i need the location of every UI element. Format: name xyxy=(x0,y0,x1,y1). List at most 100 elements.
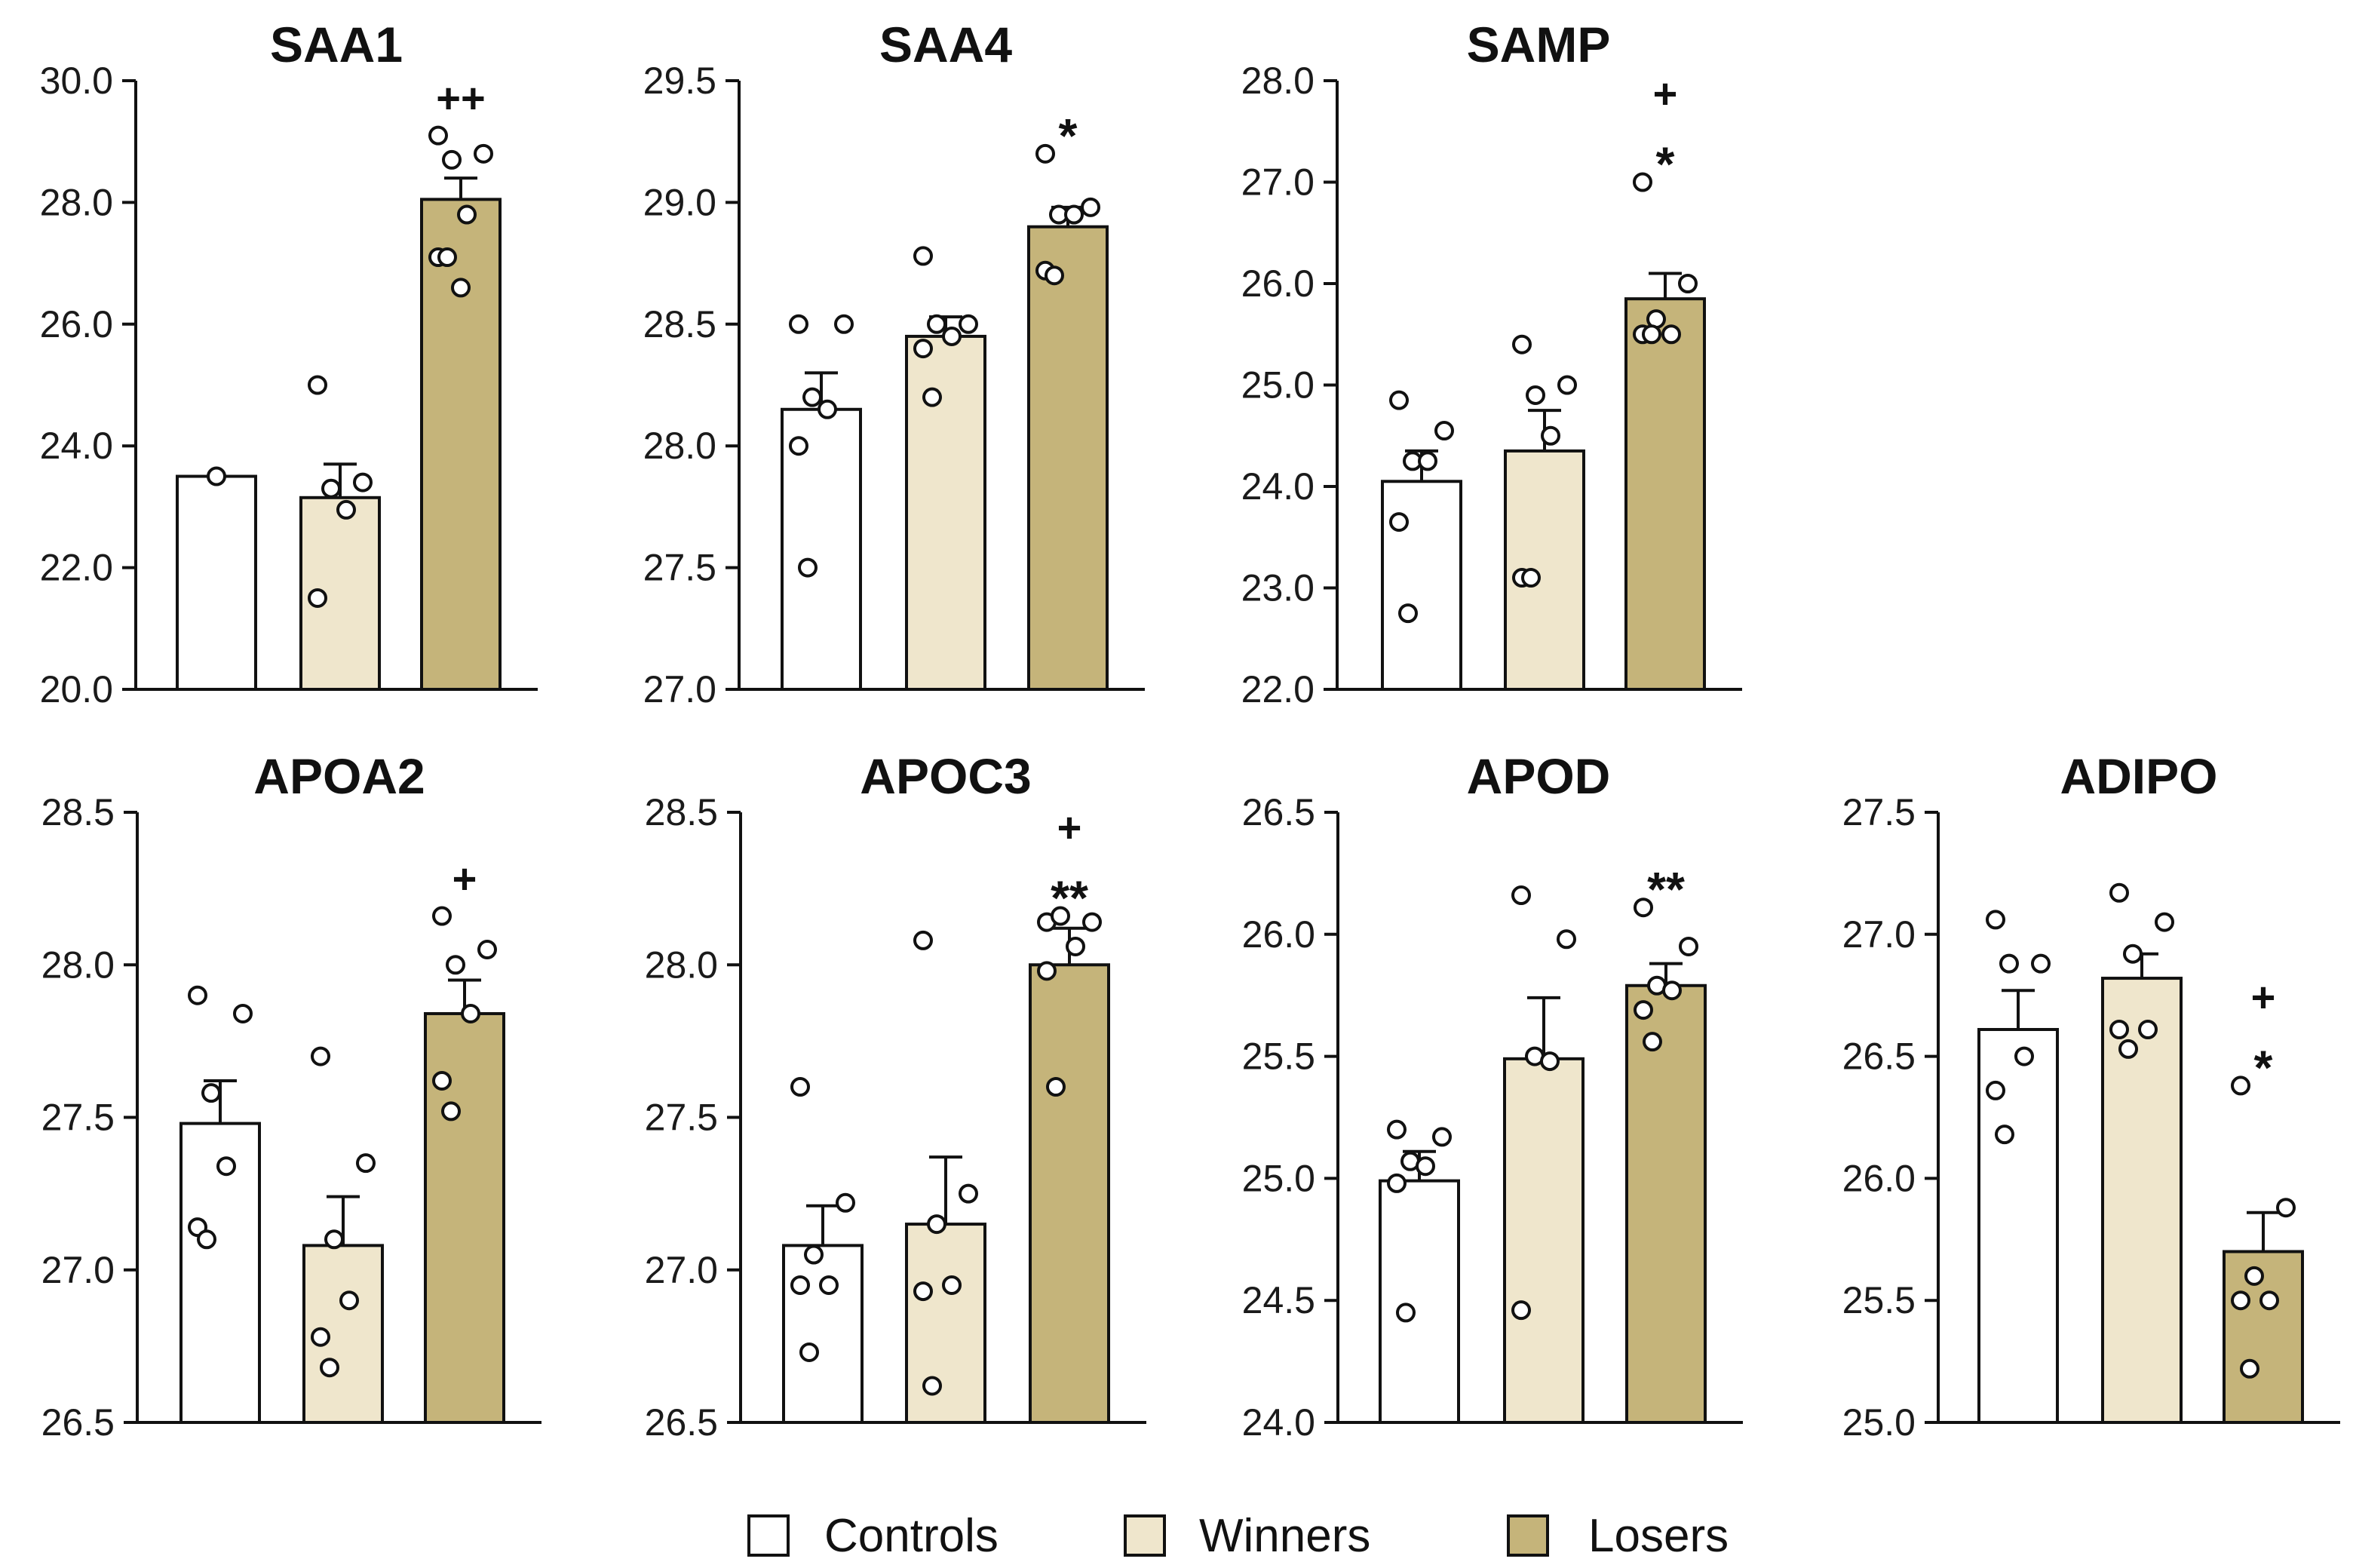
y-tick-label: 26.5 xyxy=(1242,791,1315,833)
data-point xyxy=(2109,882,2129,903)
legend-swatch xyxy=(1507,1514,1549,1557)
data-point xyxy=(2123,944,2143,964)
data-point xyxy=(1389,512,1409,532)
y-tick-label: 29.5 xyxy=(643,60,716,102)
data-point xyxy=(2231,1290,2250,1311)
y-tick-label: 25.5 xyxy=(1242,1036,1315,1078)
bar-winners xyxy=(2101,977,2183,1424)
bar-controls xyxy=(1379,1179,1460,1424)
data-point xyxy=(799,1342,819,1362)
data-point xyxy=(1387,1173,1407,1193)
data-point xyxy=(959,1183,978,1204)
data-point xyxy=(2138,1020,2158,1040)
bar-controls xyxy=(782,1244,864,1425)
data-point xyxy=(1066,936,1085,956)
legend-item-losers: Losers xyxy=(1507,1510,1729,1562)
data-point xyxy=(1634,1000,1653,1020)
y-tick-label: 25.0 xyxy=(1242,1157,1315,1199)
y-tick-label: 24.0 xyxy=(1242,1401,1315,1444)
data-point xyxy=(2155,912,2174,932)
y-tick-label: 27.0 xyxy=(645,1249,718,1291)
data-point xyxy=(1986,910,2005,930)
data-point xyxy=(1051,906,1070,926)
significance-label: ** xyxy=(1051,871,1088,925)
data-point xyxy=(1035,143,1055,164)
y-tick-label: 23.0 xyxy=(1241,567,1315,609)
data-point xyxy=(432,1070,452,1091)
data-point xyxy=(1416,1156,1435,1177)
data-point xyxy=(1387,1119,1407,1140)
y-tick-label: 25.0 xyxy=(1842,1401,1916,1444)
data-point xyxy=(188,985,207,1005)
data-point xyxy=(1432,1127,1452,1147)
data-point xyxy=(1045,265,1064,286)
data-point xyxy=(201,1083,221,1103)
legend-item-winners: Winners xyxy=(1124,1510,1370,1562)
chart-title: SAA1 xyxy=(270,17,403,72)
data-point xyxy=(1999,953,2019,974)
y-tick-label: 28.0 xyxy=(645,944,718,986)
data-point xyxy=(2014,1046,2034,1066)
legend-item-controls: Controls xyxy=(747,1510,999,1562)
data-point xyxy=(2276,1198,2296,1218)
data-point xyxy=(1434,421,1454,441)
data-point xyxy=(789,314,808,334)
data-point xyxy=(1986,1080,2005,1100)
data-point xyxy=(802,387,822,407)
significance-label: + xyxy=(1653,70,1678,118)
y-tick-label: 28.0 xyxy=(40,181,113,223)
data-point xyxy=(836,1192,855,1213)
data-point xyxy=(311,1327,330,1347)
data-point xyxy=(1541,425,1560,446)
chart-panel-apoa2: APOA2 26.5 27.0 27.5 28.0 28.5 + xyxy=(41,748,541,1444)
data-point xyxy=(819,1275,839,1295)
data-point xyxy=(1511,1300,1531,1321)
chart-panel-saa1: SAA1 20.0 22.0 24.0 26.0 28.0 30.0 ++ xyxy=(40,17,538,710)
data-point xyxy=(446,955,465,975)
data-point xyxy=(959,314,978,334)
data-point xyxy=(432,906,452,926)
data-point xyxy=(2240,1358,2259,1379)
data-point xyxy=(197,1229,216,1250)
data-point xyxy=(942,326,962,346)
significance-label: + xyxy=(2251,973,2276,1020)
data-point xyxy=(834,314,854,334)
data-point xyxy=(1678,274,1698,293)
data-point xyxy=(818,399,837,419)
data-point xyxy=(356,1153,376,1174)
data-point xyxy=(207,466,226,486)
data-point xyxy=(913,246,933,266)
y-tick-label: 25.0 xyxy=(1241,364,1315,407)
data-point xyxy=(2118,1039,2138,1059)
data-point xyxy=(1679,936,1698,956)
data-point xyxy=(922,1376,942,1396)
significance-label: + xyxy=(452,855,477,903)
data-point xyxy=(451,278,471,298)
bar-controls xyxy=(1381,480,1462,692)
y-tick-label: 20.0 xyxy=(40,668,113,710)
data-point xyxy=(1634,898,1653,918)
data-point xyxy=(942,1275,962,1295)
data-point xyxy=(1396,1303,1416,1323)
y-tick-label: 26.0 xyxy=(1842,1157,1916,1199)
legend: Controls Winners Losers xyxy=(747,1510,1729,1562)
y-tick-label: 30.0 xyxy=(40,60,113,102)
data-point xyxy=(913,1281,933,1302)
significance-label: * xyxy=(1059,109,1078,163)
y-tick-label: 28.0 xyxy=(643,425,716,467)
chart-title: APOD xyxy=(1467,748,1611,804)
data-point xyxy=(2231,1076,2250,1096)
legend-label: Winners xyxy=(1199,1510,1370,1562)
chart-title: APOC3 xyxy=(860,748,1031,804)
data-point xyxy=(790,1275,810,1295)
data-point xyxy=(1046,1077,1066,1097)
data-point xyxy=(1521,568,1541,588)
bar-winners xyxy=(905,1223,986,1424)
data-point xyxy=(457,204,477,225)
data-point xyxy=(308,375,327,395)
data-point xyxy=(790,1077,810,1097)
y-tick-label: 26.5 xyxy=(645,1401,718,1444)
data-point xyxy=(1064,204,1084,225)
legend-swatch xyxy=(747,1514,790,1557)
